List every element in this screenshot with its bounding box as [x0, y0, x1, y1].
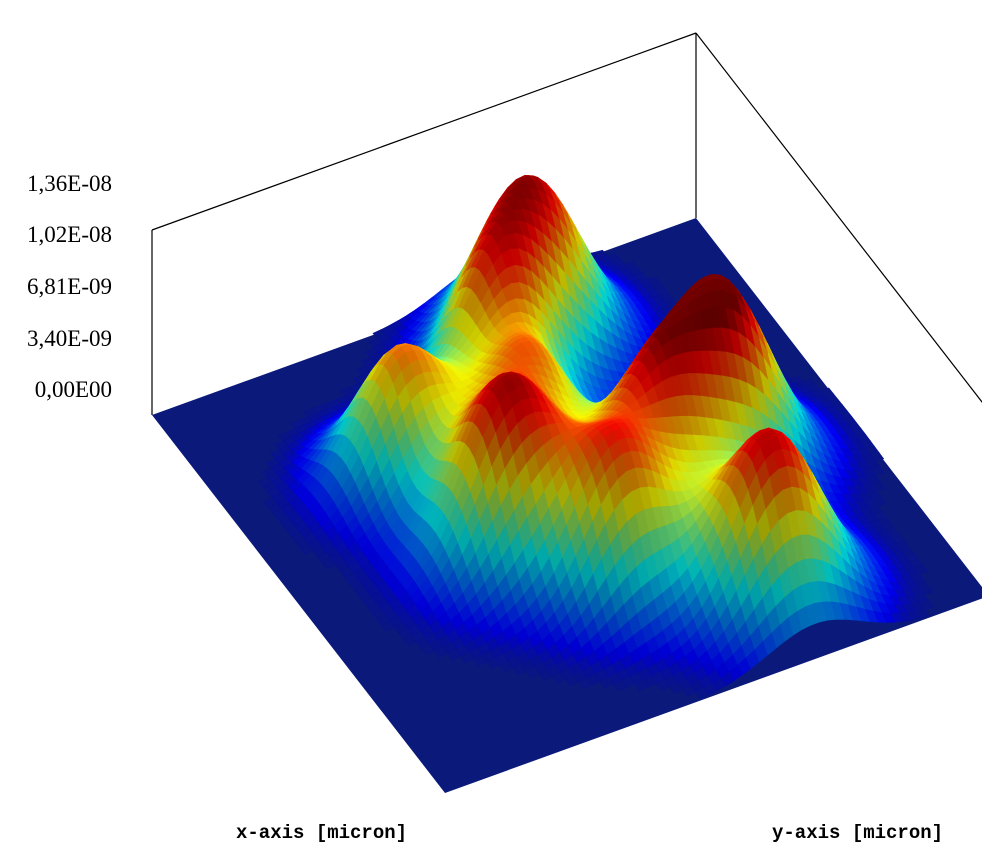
surface-cell [870, 466, 885, 477]
z-axis-ticks: 1,36E-08 1,02E-08 6,81E-09 3,40E-09 0,00E00 [27, 171, 112, 402]
surface-cell [913, 565, 929, 574]
y-axis-label: y-axis [micron] [772, 822, 943, 844]
surface-cell [915, 609, 930, 619]
surface-cell [919, 600, 934, 610]
surface-cell [870, 452, 885, 462]
surface-cell [872, 496, 887, 507]
frame-edge-top-left [151, 32, 697, 231]
z-tick-label: 3,40E-09 [27, 326, 112, 351]
z-tick-label: 6,81E-09 [27, 274, 112, 299]
z-tick-label: 1,02E-08 [27, 222, 112, 247]
z-tick-label: 0,00E00 [35, 377, 112, 402]
surface-mesh [258, 175, 934, 700]
surface-cell [919, 585, 934, 595]
surface-cell [871, 481, 886, 492]
frame-edge-top-right [695, 32, 982, 403]
back-wall-frame [151, 32, 982, 415]
x-axis-label: x-axis [micron] [236, 822, 407, 844]
z-tick-label: 1,36E-08 [27, 171, 112, 196]
